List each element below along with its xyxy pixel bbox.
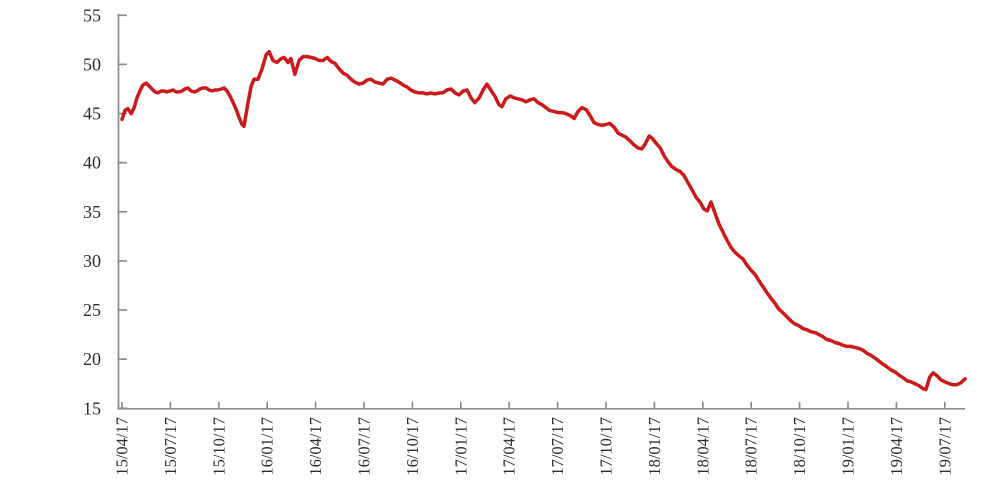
y-tick-label: 55 [83, 5, 101, 25]
y-axis-ticks: 15 20 25 30 35 40 45 50 55 [83, 5, 127, 418]
y-tick-label: 20 [83, 349, 101, 369]
data-series [120, 49, 967, 392]
x-tick-label: 19/04/17 [887, 417, 906, 476]
x-tick-label: 15/04/17 [113, 417, 132, 476]
x-tick-label: 17/07/17 [548, 417, 567, 476]
x-tick-label: 17/04/17 [500, 417, 519, 476]
y-tick-label: 50 [83, 54, 101, 74]
x-tick-label: 15/10/17 [209, 417, 228, 476]
x-tick-label: 16/07/17 [355, 417, 374, 476]
y-tick-label: 15 [83, 398, 101, 418]
x-tick-label: 18/04/17 [693, 417, 712, 476]
x-tick-label: 17/10/17 [597, 417, 616, 476]
x-axis-ticks: 15/04/17 15/07/17 15/10/17 16/01/17 16/04/17… [113, 401, 954, 476]
x-tick-label: 17/01/17 [451, 417, 470, 476]
y-tick-label: 30 [83, 251, 101, 271]
x-tick-label: 19/01/17 [839, 417, 858, 476]
x-tick-label: 18/10/17 [790, 417, 809, 476]
x-tick-label: 18/01/17 [645, 417, 664, 476]
x-tick-label: 16/10/17 [403, 417, 422, 476]
x-tick-label: 15/07/17 [161, 417, 180, 476]
x-tick-label: 16/01/17 [258, 417, 277, 476]
y-tick-label: 35 [83, 202, 101, 222]
y-tick-label: 45 [83, 104, 101, 124]
x-tick-label: 18/07/17 [742, 417, 761, 476]
y-tick-label: 40 [83, 153, 101, 173]
x-tick-label: 16/04/17 [306, 417, 325, 476]
y-tick-label: 25 [83, 300, 101, 320]
x-tick-label: 19/07/17 [935, 417, 954, 476]
axes-spines [117, 14, 965, 410]
price-line [120, 49, 967, 392]
